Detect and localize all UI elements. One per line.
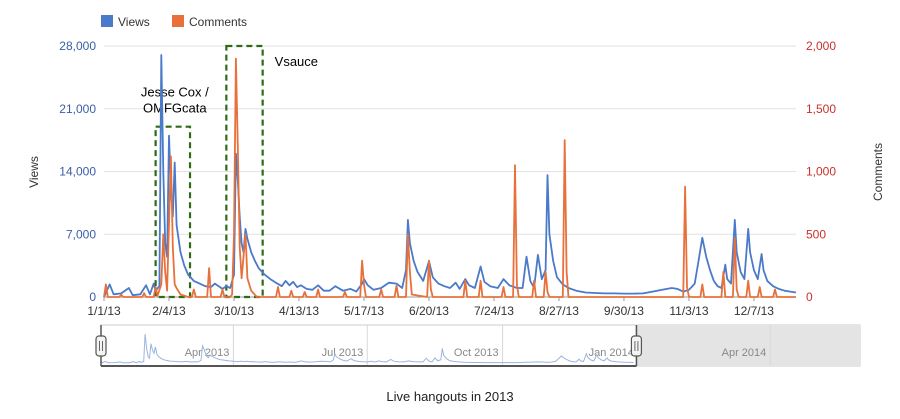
y-right-tick-label: 500: [806, 227, 826, 241]
x-tick-label: 6/20/13: [409, 304, 449, 318]
x-tick-label: 3/10/13: [214, 304, 254, 318]
axes: 0 7,000 14,000 21,000 28,000 0 500 1,000 1,500 2,…: [59, 39, 836, 318]
series-line-views: [103, 54, 797, 298]
annotation-box: [225, 44, 264, 299]
navigator-label: Jul 2013: [322, 347, 364, 359]
y-right-tick-label: 1,000: [806, 165, 836, 179]
x-tick-label: 7/24/13: [474, 304, 514, 318]
y-right-tick-label: 0: [806, 290, 813, 304]
x-tick-label: 12/7/13: [734, 304, 774, 318]
y-left-tick-label: 14,000: [59, 165, 96, 179]
range-navigator[interactable]: Apr 2013 Jul 2013 Oct 2013 Jan 2014 Apr 2014: [95, 324, 861, 367]
y-left-tick-label: 21,000: [59, 102, 96, 116]
series-line-comments: [103, 57, 796, 298]
navigator-label: Apr 2013: [185, 347, 230, 359]
annotation-box: [154, 125, 192, 299]
y-right-tick-label: 1,500: [806, 102, 836, 116]
x-tick-label: 5/17/13: [344, 304, 384, 318]
y-axis-right-label: Comments: [871, 143, 885, 201]
series-lines: [103, 54, 797, 298]
x-tick-label: 11/3/13: [669, 304, 708, 318]
x-tick-label: 9/30/13: [604, 304, 644, 318]
x-tick-label: 1/1/13: [87, 304, 121, 318]
gridlines: [104, 45, 796, 298]
annotation-label: Jesse Cox /: [141, 85, 209, 100]
navigator-left-handle[interactable]: [95, 335, 107, 357]
y-axis-left-label: Views: [27, 156, 41, 188]
navigator-unselected-region: [636, 325, 860, 366]
navigator-right-handle[interactable]: [630, 335, 643, 357]
y-left-tick-label: 7,000: [66, 227, 96, 241]
x-tick-label: 4/13/13: [279, 304, 319, 318]
legend: Views Comments: [101, 15, 247, 29]
annotations: Jesse Cox /OMFGcata Vsauce: [141, 44, 318, 299]
x-tick-label: 2/4/13: [152, 304, 186, 318]
y-left-tick-label: 28,000: [59, 39, 96, 53]
legend-swatch-views: [101, 15, 113, 27]
y-left-tick-label: 0: [89, 290, 96, 304]
legend-label-views: Views: [118, 15, 150, 29]
chart-title: Live hangouts in 2013: [386, 389, 514, 404]
navigator-label: Apr 2014: [722, 347, 767, 359]
legend-label-comments: Comments: [189, 15, 247, 29]
legend-swatch-comments: [172, 15, 184, 27]
annotation-label: Vsauce: [275, 54, 318, 69]
y-right-tick-label: 2,000: [806, 39, 836, 53]
navigator-label: Jan 2014: [589, 347, 634, 359]
navigator-label: Oct 2013: [454, 347, 499, 359]
x-tick-label: 8/27/13: [539, 304, 579, 318]
annotation-label: OMFGcata: [143, 101, 207, 116]
navigator-views-line: [100, 334, 634, 364]
